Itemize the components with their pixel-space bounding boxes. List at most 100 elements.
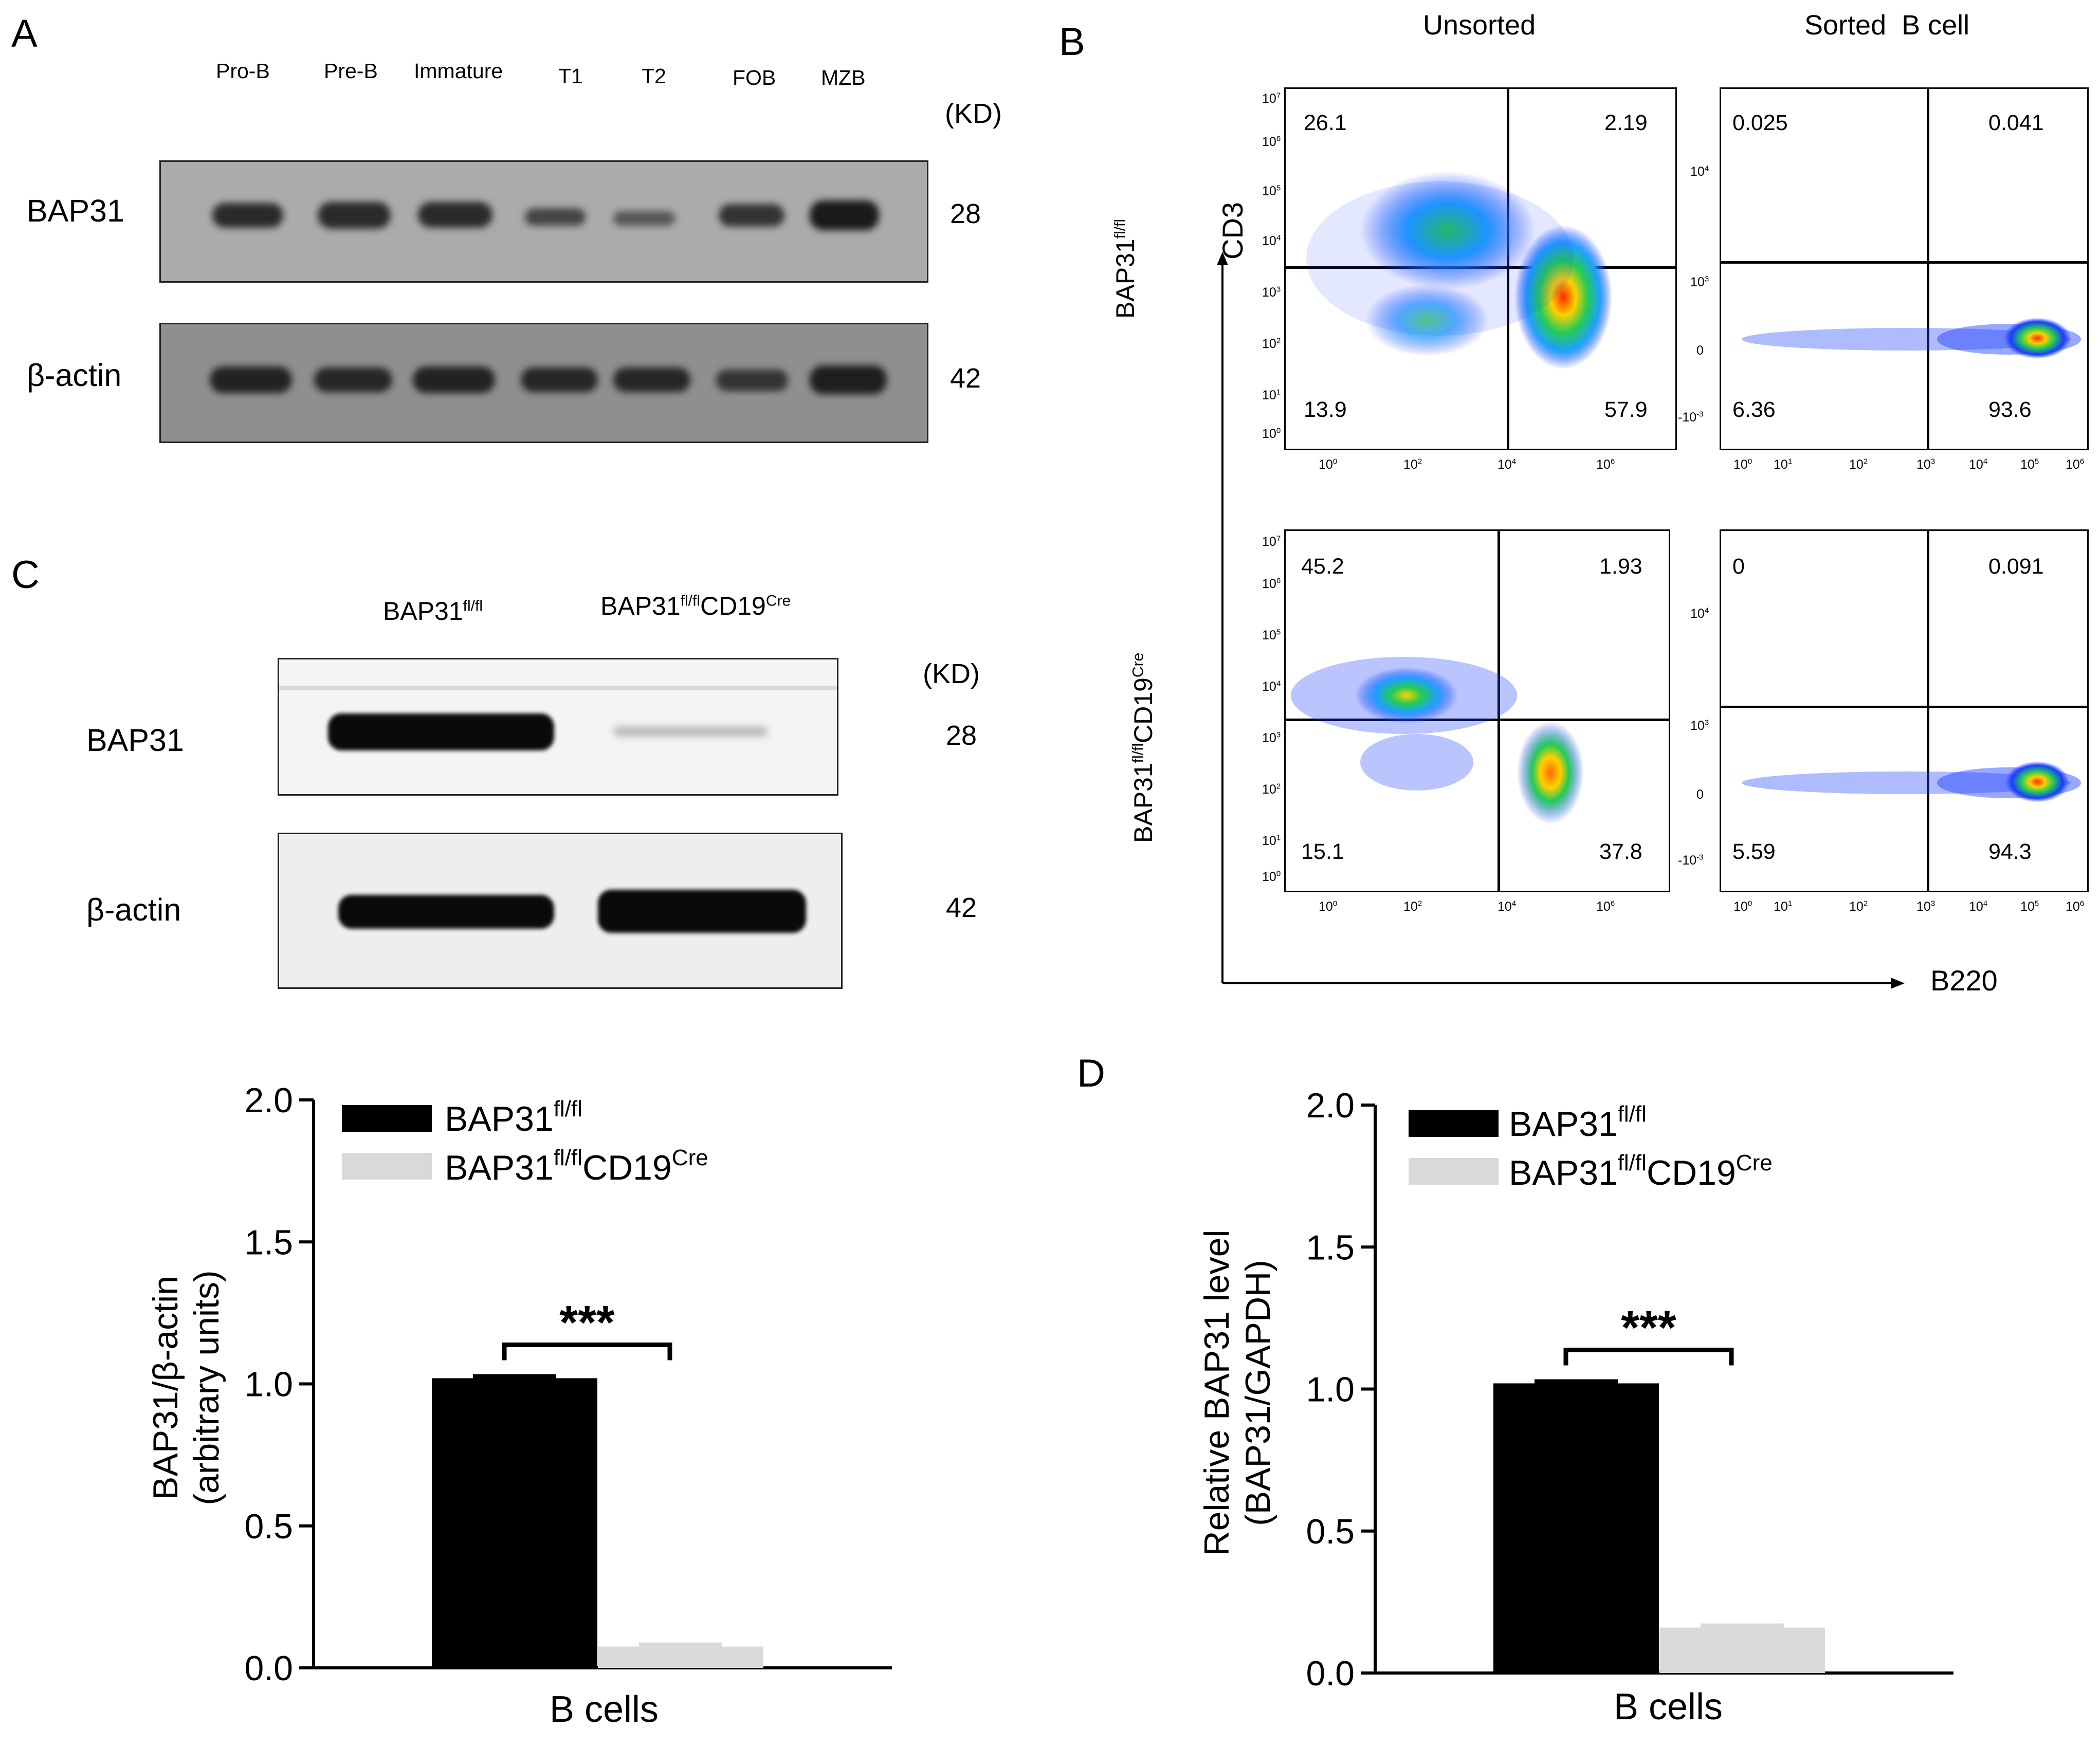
chart-d-xlabel: B cells [1614, 1686, 1723, 1727]
blot-band [418, 202, 492, 228]
blot-band [810, 365, 887, 394]
quadrant-value-ll: 5.59 [1732, 839, 1776, 864]
significance-bracket [502, 1342, 672, 1361]
flow-plot-r1-unsorted: 26.1 2.19 13.9 57.9 [1284, 87, 1677, 450]
quadrant-value-ur: 2.19 [1604, 111, 1648, 135]
lane-label-pre-b: Pre-B [324, 59, 378, 83]
bar-bap31-flfl-cd19cre [1659, 1627, 1825, 1673]
blot-band [314, 367, 392, 392]
blot-band [598, 890, 806, 933]
bar-chart-d: Relative BAP31 level (BAP31/GAPDH) 0.00.… [1197, 1086, 1953, 1727]
legend-swatch-bap31-flfl [342, 1105, 432, 1132]
y-tick-label: 2.0 [1306, 1086, 1355, 1125]
legend-swatch-bap31-flfl-cd19cre [342, 1153, 432, 1180]
quadrant-value-ll: 6.36 [1732, 397, 1776, 422]
blot-band [613, 726, 768, 737]
flow-plot-r2-unsorted: 45.2 1.93 15.1 37.8 [1284, 529, 1670, 892]
y-tick-label: 0.0 [1306, 1654, 1355, 1693]
chart-c-xlabel: B cells [550, 1689, 659, 1730]
quadrant-value-ll: 13.9 [1304, 397, 1347, 422]
column-title-unsorted: Unsorted [1423, 10, 1536, 41]
dot-cloud [1742, 761, 2081, 802]
chart-c-bars [432, 1374, 763, 1668]
chart-d-ylabel-line2: (BAP31/GAPDH) [1238, 1260, 1277, 1526]
legend-label-bap31-flfl-cd19cre: BAP31fl/flCD19Cre [445, 1145, 708, 1187]
lane-label-mzb: MZB [821, 66, 866, 89]
lane-label-t2: T2 [642, 64, 666, 88]
quadrant-value-lr: 37.8 [1599, 839, 1642, 864]
western-blot-beta-actin-a [159, 323, 928, 443]
panel-a-label: A [11, 12, 38, 56]
blot-band [521, 367, 598, 392]
kd-value-28: 28 [950, 198, 981, 229]
lane-label-immature: Immature [414, 59, 503, 83]
lane-label-pro-b: Pro-B [216, 59, 270, 83]
blot-band [413, 366, 495, 393]
significance-stars: *** [559, 1296, 615, 1349]
blot-band [338, 895, 554, 929]
kd-value-42: 42 [950, 363, 981, 394]
row-label-bap31-flfl: BAP31fl/fl [1110, 219, 1140, 319]
y-tick-label: 1.5 [244, 1223, 293, 1262]
kd-value-28-c: 28 [946, 720, 977, 751]
bar-bap31-flfl [1493, 1383, 1659, 1673]
blot-row-label-beta-actin: β-actin [27, 358, 122, 393]
quadrant-value-ul: 0 [1732, 554, 1745, 579]
quadrant-value-lr: 57.9 [1604, 397, 1648, 422]
chart-c-ylabel-line1: BAP31/β-actin [146, 1276, 185, 1500]
dot-cloud [1742, 318, 2081, 359]
column-label-bap31-flfl-cd19cre: BAP31fl/flCD19Cre [600, 592, 791, 620]
blot-row-label-bap31: BAP31 [27, 193, 124, 228]
chart-d-bars [1493, 1379, 1825, 1673]
y-tick-label: 0.5 [244, 1507, 293, 1546]
blot-band [716, 370, 788, 391]
kd-value-42-c: 42 [946, 892, 977, 923]
y-tick-label: 2.0 [244, 1081, 293, 1120]
x-axis-label-b220: B220 [1930, 964, 1998, 997]
blot-row-label-beta-actin-c: β-actin [86, 892, 181, 927]
row-label-text: BAP31 [1111, 238, 1140, 319]
bar-bap31-flfl-cd19cre [598, 1646, 763, 1668]
kd-unit-label: (KD) [945, 98, 1002, 129]
y-tick-label: 1.0 [1306, 1370, 1355, 1409]
western-blot-bap31 [159, 160, 928, 283]
legend-label-bap31-flfl-cd19cre: BAP31fl/flCD19Cre [1509, 1150, 1773, 1192]
quadrant-value-lr: 93.6 [1988, 397, 2032, 422]
row-label-text-b: CD19 [1129, 677, 1158, 743]
bar-bap31-flfl [432, 1378, 597, 1668]
western-blot-bap31-c [278, 658, 838, 796]
blot-band [318, 202, 391, 229]
blot-band [810, 200, 879, 230]
kd-unit-label-c: (KD) [923, 658, 980, 689]
blot-band [719, 204, 784, 227]
western-blot-beta-actin-c [278, 833, 843, 989]
y-tick-label: 1.0 [244, 1365, 293, 1404]
legend-swatch-bap31-flfl [1409, 1110, 1499, 1137]
blot-band [613, 367, 690, 392]
quadrant-value-ul: 45.2 [1301, 554, 1344, 579]
quadrant-value-ur: 0.091 [1988, 554, 2044, 579]
blot-band [328, 713, 554, 750]
legend-label-bap31-flfl: BAP31fl/fl [445, 1096, 582, 1138]
row-label-sup: fl/fl [1129, 743, 1147, 763]
panel-d-label: D [1077, 1052, 1105, 1095]
quadrant-value-lr: 94.3 [1988, 839, 2032, 864]
blot-band [210, 366, 292, 393]
chart-d-ylabel-line1: Relative BAP31 level [1197, 1229, 1236, 1556]
significance-bracket [1563, 1347, 1734, 1366]
quadrant-value-ur: 0.041 [1988, 111, 2044, 135]
row-label-sup-b: Cre [1129, 652, 1147, 678]
blot-row-label-bap31-c: BAP31 [86, 723, 184, 758]
y-tick-label: 1.5 [1306, 1228, 1355, 1267]
chart-d-y-ticks: 0.0 0.5 1.0 1.5 2.0 [1306, 1086, 1375, 1693]
flow-axes-arrows [1217, 252, 1905, 989]
quadrant-value-ul: 26.1 [1304, 111, 1347, 135]
quadrant-value-ll: 15.1 [1301, 839, 1344, 864]
lane-label-fob: FOB [733, 66, 776, 89]
dot-cloud [1291, 657, 1584, 824]
blot-band [525, 208, 586, 226]
chart-c-significance: *** [502, 1296, 672, 1361]
row-label-bap31-flfl-cd19cre: BAP31fl/flCD19Cre [1128, 653, 1158, 843]
lane-label-t1: T1 [558, 64, 583, 88]
significance-stars: *** [1621, 1301, 1676, 1354]
